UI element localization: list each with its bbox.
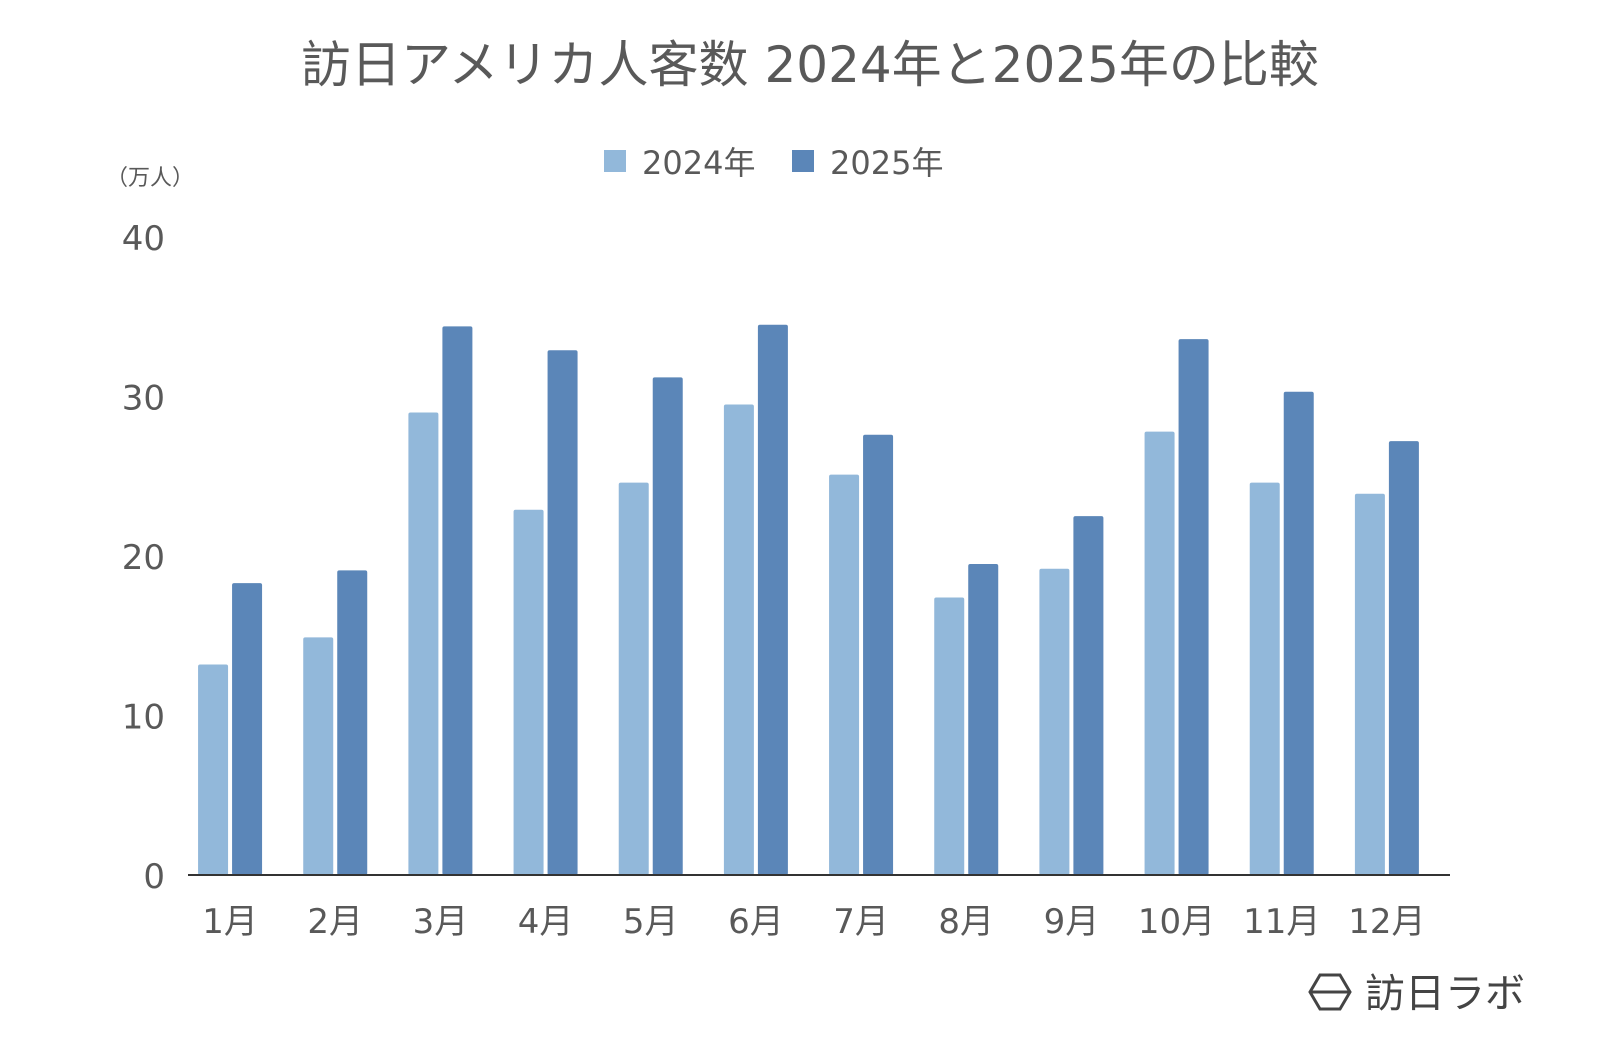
bars [198,324,1419,876]
bar-2024年-6月 [723,404,754,875]
legend-label: 2024年 [642,144,755,182]
y-tick-label: 10 [122,698,165,738]
bar-2025年-8月 [968,563,999,875]
bar-2025年-5月 [652,377,683,875]
logo-text: 訪日ラボ [1365,971,1525,1017]
y-tick-label: 40 [122,219,165,259]
legend-label: 2025年 [830,144,943,182]
x-tick-label: 8月 [938,902,994,942]
bar-2025年-1月 [232,583,263,875]
bar-2024年-4月 [513,509,544,875]
y-tick-label: 0 [143,857,165,897]
x-tick-label: 3月 [413,902,469,942]
bar-2024年-2月 [303,637,334,875]
x-tick-label: 10月 [1138,902,1215,942]
bar-2025年-12月 [1388,441,1419,875]
bar-2025年-9月 [1073,516,1104,875]
bar-2024年-3月 [408,412,439,875]
bar-2025年-3月 [442,326,473,875]
x-tick-label: 12月 [1348,902,1425,942]
legend-swatch [604,150,626,172]
bar-2024年-11月 [1249,482,1280,875]
x-tick-label: 2月 [307,902,363,942]
legend: 2024年 2025年 [604,144,943,182]
bar-2024年-10月 [1144,431,1175,875]
bar-2025年-7月 [863,434,894,875]
bar-2025年-11月 [1283,391,1314,875]
x-tick-label: 4月 [518,902,574,942]
bar-2024年-12月 [1354,493,1385,875]
x-tick-label: 5月 [623,902,679,942]
x-axis: 1月 2月 3月 4月 5月 6月 7月 8月 9月 10月 11月 12月 [202,902,1425,942]
y-axis-unit-label: （万人） [106,166,194,191]
x-tick-label: 1月 [202,902,258,942]
brand-logo: 訪日ラボ [1308,971,1525,1017]
bar-2025年-4月 [547,350,578,875]
x-tick-label: 11月 [1243,902,1320,942]
x-tick-label: 6月 [728,902,784,942]
legend-swatch [792,150,814,172]
y-axis: 0 10 20 30 40 [122,219,165,897]
bar-2024年-5月 [618,482,649,875]
bar-2024年-9月 [1039,568,1070,875]
y-tick-label: 30 [122,379,165,419]
x-tick-label: 9月 [1044,902,1100,942]
bar-2025年-2月 [337,570,368,875]
bar-2024年-8月 [934,597,965,875]
bar-2025年-6月 [757,324,788,876]
y-tick-label: 20 [122,538,165,578]
bar-2024年-1月 [198,664,229,875]
chart-title: 訪日アメリカ人客数 2024年と2025年の比較 [301,36,1319,94]
bar-2025年-10月 [1178,339,1209,876]
x-tick-label: 7月 [833,902,889,942]
bar-2024年-7月 [829,474,860,875]
